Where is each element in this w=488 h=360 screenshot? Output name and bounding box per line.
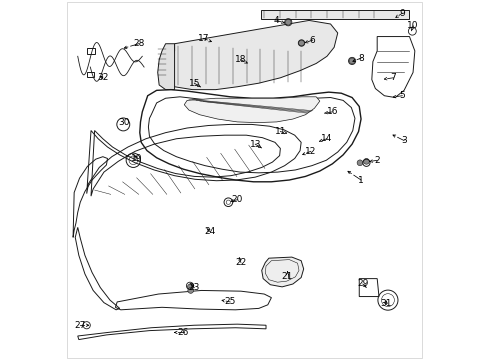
Polygon shape	[158, 44, 174, 90]
Text: 28: 28	[133, 39, 144, 48]
Circle shape	[363, 158, 368, 164]
Circle shape	[187, 288, 193, 293]
Text: 6: 6	[309, 36, 315, 45]
Text: 31: 31	[380, 299, 391, 308]
Circle shape	[298, 40, 304, 46]
Text: 27: 27	[74, 321, 86, 330]
Text: 16: 16	[326, 107, 337, 116]
Text: 11: 11	[274, 127, 285, 136]
Text: 12: 12	[305, 147, 316, 156]
Text: 14: 14	[321, 134, 332, 143]
Text: 8: 8	[357, 54, 363, 63]
Text: 18: 18	[235, 55, 246, 64]
Text: 24: 24	[204, 228, 216, 237]
Text: 21: 21	[281, 272, 293, 281]
Polygon shape	[184, 97, 319, 123]
Circle shape	[356, 160, 362, 166]
Text: 17: 17	[197, 34, 208, 43]
Text: 19: 19	[131, 154, 142, 163]
Text: 7: 7	[389, 73, 395, 82]
Text: 3: 3	[400, 136, 406, 145]
Text: 13: 13	[249, 140, 261, 149]
Text: 4: 4	[273, 16, 279, 25]
Polygon shape	[260, 10, 408, 19]
Text: 22: 22	[235, 258, 246, 267]
Text: 30: 30	[119, 118, 130, 127]
Text: 2: 2	[374, 156, 379, 165]
Text: 26: 26	[178, 328, 189, 337]
Text: 15: 15	[188, 79, 200, 88]
Circle shape	[285, 19, 290, 25]
Circle shape	[187, 284, 193, 290]
Text: 9: 9	[399, 9, 405, 18]
Text: 1: 1	[357, 176, 363, 185]
Text: 5: 5	[399, 91, 405, 100]
Text: 10: 10	[407, 21, 418, 30]
Text: 29: 29	[356, 279, 368, 288]
Polygon shape	[169, 21, 337, 90]
Text: 32: 32	[97, 73, 108, 82]
Text: 25: 25	[224, 297, 235, 306]
Text: 20: 20	[231, 195, 243, 204]
Text: 23: 23	[188, 283, 200, 292]
Polygon shape	[261, 257, 303, 287]
Circle shape	[348, 58, 354, 64]
